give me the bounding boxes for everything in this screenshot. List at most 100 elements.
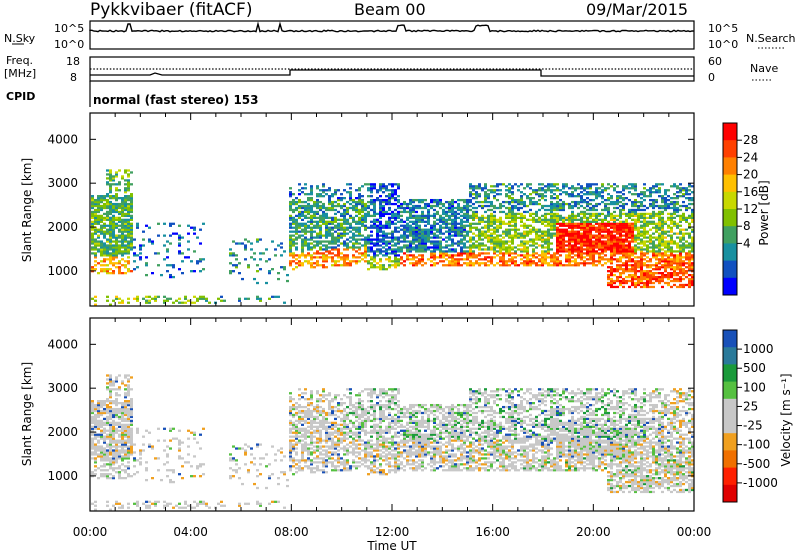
- power-cell: [568, 202, 571, 206]
- power-cell: [604, 240, 607, 243]
- power-cell: [367, 189, 370, 192]
- power-cell: [637, 266, 640, 269]
- power-cell: [340, 256, 343, 259]
- power-cell: [232, 240, 235, 243]
- power-cell: [346, 191, 349, 194]
- power-cell: [631, 226, 634, 229]
- power-cell: [301, 238, 304, 241]
- power-cell: [628, 210, 631, 214]
- power-cell: [115, 224, 118, 227]
- power-cell: [112, 230, 115, 233]
- power-cell: [304, 232, 307, 235]
- power-cell: [658, 252, 661, 255]
- velocity-cell: [115, 457, 118, 460]
- power-cell: [385, 220, 388, 223]
- velocity-cell: [121, 419, 124, 423]
- power-cell: [514, 198, 517, 202]
- velocity-cell: [100, 425, 103, 428]
- power-cell: [169, 234, 172, 237]
- power-cell: [613, 281, 616, 285]
- power-cell: [571, 204, 574, 208]
- power-cell: [343, 232, 346, 235]
- power-cell: [433, 244, 436, 247]
- power-cell: [523, 250, 526, 253]
- power-cell: [679, 183, 682, 186]
- power-cell: [388, 220, 391, 223]
- power-cell: [505, 193, 508, 196]
- power-cell: [613, 220, 616, 223]
- power-cell: [118, 262, 121, 265]
- power-cell: [646, 212, 649, 216]
- power-cell: [652, 240, 655, 243]
- power-cell: [469, 200, 472, 204]
- power-cell: [523, 222, 526, 225]
- power-cell: [364, 254, 367, 257]
- power-cell: [115, 210, 118, 214]
- power-cell: [595, 230, 598, 233]
- power-cell: [643, 228, 646, 231]
- power-cell: [283, 301, 286, 304]
- power-cell: [289, 250, 292, 253]
- power-cell: [451, 230, 454, 233]
- power-cell: [607, 187, 610, 190]
- power-cell: [106, 212, 109, 216]
- power-cell: [475, 216, 478, 220]
- power-cell: [574, 244, 577, 247]
- velocity-cell: [106, 398, 109, 401]
- power-cell: [103, 252, 106, 255]
- power-cell: [541, 252, 544, 255]
- power-cell: [601, 240, 604, 243]
- power-cell: [310, 266, 313, 269]
- power-cell: [466, 234, 469, 237]
- velocity-cell: [109, 447, 112, 450]
- power-cell: [427, 214, 430, 218]
- power-cell: [652, 232, 655, 235]
- power-cell: [196, 236, 199, 239]
- velocity-cell: [130, 407, 133, 411]
- velocity-cell: [100, 437, 103, 440]
- power-cell: [685, 240, 688, 243]
- power-cell: [565, 250, 568, 253]
- power-cell: [637, 228, 640, 231]
- velocity-cell: [115, 441, 118, 444]
- power-cell: [436, 236, 439, 239]
- power-cell: [229, 248, 232, 251]
- power-cell: [625, 214, 628, 218]
- power-cell: [523, 260, 526, 263]
- power-cell: [322, 220, 325, 223]
- velocity-cell: [109, 396, 112, 399]
- power-cell: [355, 202, 358, 206]
- power-cell: [358, 230, 361, 233]
- power-cell: [688, 224, 691, 227]
- power-cell: [190, 301, 193, 304]
- power-cell: [637, 212, 640, 216]
- power-cell: [106, 181, 109, 184]
- power-cell: [106, 295, 109, 298]
- velocity-cell: [112, 431, 115, 434]
- power-cell: [517, 234, 520, 237]
- power-cell: [691, 244, 694, 247]
- power-cell: [187, 240, 190, 243]
- power-cell: [520, 244, 523, 247]
- power-cell: [172, 232, 175, 235]
- power-cell: [607, 281, 610, 285]
- power-cell: [466, 246, 469, 249]
- power-cell: [499, 183, 502, 186]
- power-cell: [355, 242, 358, 245]
- power-cell: [388, 216, 391, 220]
- power-cell: [418, 258, 421, 261]
- power-cell: [397, 216, 400, 220]
- power-cell: [97, 262, 100, 265]
- power-cell: [610, 262, 613, 265]
- power-cell: [511, 208, 514, 212]
- power-cell: [355, 196, 358, 200]
- power-cell: [448, 232, 451, 235]
- power-cell: [127, 234, 130, 237]
- power-cell: [493, 238, 496, 241]
- power-cell: [310, 230, 313, 233]
- power-cell: [112, 216, 115, 220]
- power-cell: [385, 252, 388, 255]
- power-cell: [667, 202, 670, 206]
- power-cell: [172, 275, 175, 279]
- power-cell: [385, 234, 388, 237]
